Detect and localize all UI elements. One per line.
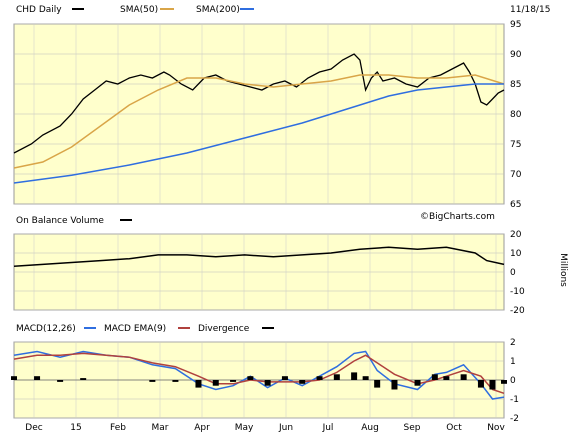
- macd-grid: [14, 341, 504, 419]
- price-series-line-1: [13, 74, 505, 169]
- price-y-tick-label: 85: [510, 80, 521, 90]
- price-y-tick-label: 70: [510, 170, 522, 180]
- divergence-bar: [391, 380, 398, 390]
- price-y-tick-label: 90: [510, 50, 522, 60]
- price-panel: 95 90 85 80 75 70 65 CHD Daily SMA(50) SMA(200…: [13, 5, 550, 222]
- divergence-bar: [230, 380, 237, 382]
- x-month-label: Jul: [322, 423, 334, 433]
- macd-y-tick-label: 2: [510, 338, 516, 348]
- divergence-bar: [57, 380, 64, 382]
- divergence-bar: [80, 378, 87, 380]
- macd-series: [11, 350, 507, 400]
- divergence-bar: [333, 374, 340, 380]
- x-month-label: 15: [70, 423, 81, 433]
- obv-grid: [14, 233, 504, 311]
- macd-y-tick-label: 1: [510, 357, 516, 367]
- macd-y-tick-label: -2: [510, 414, 519, 424]
- divergence-bar: [431, 374, 438, 380]
- divergence-bar: [477, 380, 484, 388]
- x-month-label: Mar: [152, 423, 169, 433]
- price-y-ticks: 95 90 85 80 75 70 65: [510, 20, 522, 210]
- x-month-label: May: [235, 423, 254, 433]
- price-y-tick-label: 65: [510, 200, 521, 210]
- legend-sma50: SMA(50): [120, 5, 158, 15]
- obv-y-tick-label: 0: [510, 268, 516, 278]
- obv-y-tick-label: 20: [510, 230, 522, 240]
- divergence-bar: [501, 380, 507, 384]
- price-series-line-2: [13, 83, 504, 184]
- x-month-label: Nov: [487, 423, 505, 433]
- price-title: CHD Daily: [16, 5, 62, 15]
- divergence-bar: [11, 376, 17, 380]
- divergence-bar: [172, 380, 179, 382]
- divergence-bar: [149, 380, 156, 382]
- legend-divergence: Divergence: [198, 324, 250, 334]
- divergence-bar: [281, 376, 288, 380]
- macd-series-line-1: [13, 352, 505, 395]
- divergence-bar: [351, 372, 358, 380]
- divergence-bar: [247, 376, 254, 380]
- divergence-bar: [362, 376, 369, 380]
- price-date: 11/18/15: [510, 5, 550, 15]
- obv-y-tick-label: -20: [510, 306, 525, 316]
- divergence-bar: [195, 380, 202, 388]
- price-series-line-0: [13, 53, 505, 154]
- x-month-label: Aug: [361, 423, 379, 433]
- divergence-bar: [443, 376, 450, 380]
- x-month-label: Sep: [404, 423, 421, 433]
- obv-y-ticks: 20 10 0 -10 -20: [510, 230, 525, 316]
- price-y-tick-label: 95: [510, 20, 521, 30]
- x-month-label: Jun: [278, 423, 293, 433]
- x-month-label: Apr: [194, 423, 210, 433]
- obv-series-line-0: [13, 246, 505, 268]
- legend-macd-ema: MACD EMA(9): [104, 324, 166, 334]
- divergence-bar: [460, 374, 467, 380]
- macd-y-ticks: 2 1 0 -1 -2: [510, 338, 519, 424]
- x-month-label: Feb: [110, 423, 126, 433]
- divergence-bar: [374, 380, 381, 388]
- watermark: ©BigCharts.com: [420, 212, 495, 222]
- macd-y-tick-label: -1: [510, 395, 519, 405]
- x-axis-months: Dec 15 Feb Mar Apr May Jun Jul Aug Sep Oct Nov: [25, 423, 505, 433]
- macd-title: MACD(12,26): [16, 324, 76, 334]
- obv-y-tick-label: 10: [510, 249, 522, 259]
- macd-y-tick-label: 0: [510, 376, 516, 386]
- price-y-tick-label: 75: [510, 140, 521, 150]
- divergence-bar: [299, 380, 306, 384]
- obv-y-label: Millions: [558, 253, 568, 287]
- legend-sma200: SMA(200): [196, 5, 240, 15]
- macd-panel: 2 1 0 -1 -2 MACD(12,26) MACD EMA(9) Divergen…: [11, 324, 519, 424]
- divergence-bar: [489, 380, 496, 390]
- x-month-label: Dec: [25, 423, 42, 433]
- divergence-bar: [212, 380, 219, 386]
- divergence-bar: [264, 380, 271, 386]
- obv-panel: 20 10 0 -10 -20 On Balance Volume Millions: [13, 216, 568, 316]
- obv-series: [13, 246, 505, 268]
- obv-title: On Balance Volume: [16, 216, 104, 226]
- divergence-bar: [414, 380, 421, 386]
- x-month-label: Oct: [446, 423, 462, 433]
- price-y-tick-label: 80: [510, 110, 522, 120]
- divergence-bar: [34, 376, 41, 380]
- price-series: [13, 53, 505, 184]
- divergence-bar: [316, 376, 323, 380]
- obv-y-tick-label: -10: [510, 287, 525, 297]
